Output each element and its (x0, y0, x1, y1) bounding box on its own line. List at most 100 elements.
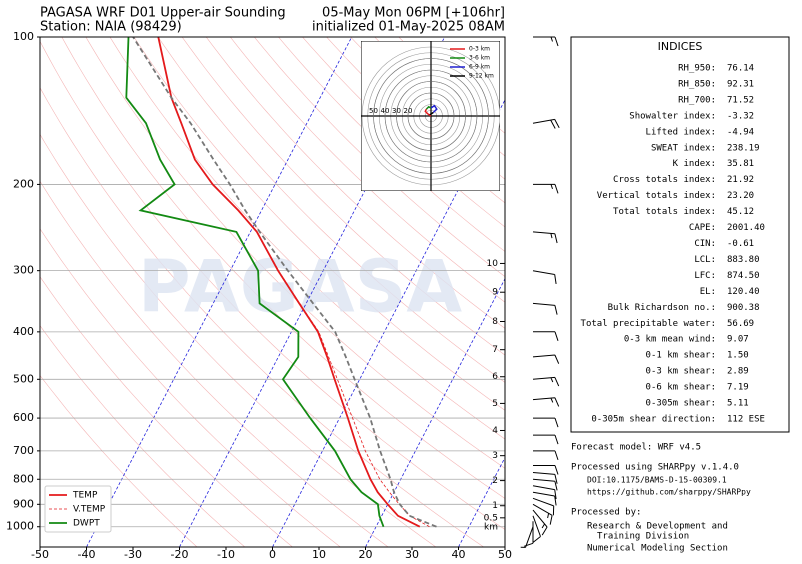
wind-barb (532, 231, 558, 244)
index-value: 1.50 (727, 351, 749, 361)
x-tick-label: 10 (312, 548, 326, 560)
x-tick-label: 0 (269, 548, 276, 560)
wind-barb (533, 450, 559, 461)
index-value: 9.07 (727, 335, 749, 345)
y-tick-label: 600 (13, 411, 34, 424)
dry-adiabat (133, 37, 505, 411)
wind-barb (532, 497, 555, 516)
dry-adiabat (40, 325, 245, 547)
dry-adiabat (205, 37, 505, 329)
wind-barb (532, 302, 558, 315)
hodograph-line (425, 105, 432, 110)
index-value: 45.12 (727, 207, 754, 217)
y-tick-label: 800 (13, 472, 34, 485)
index-value: 2.89 (727, 367, 749, 377)
index-label: EL: (700, 287, 716, 297)
hodograph-line (424, 108, 432, 117)
index-value: 2001.40 (727, 223, 765, 233)
height-label: 10 (487, 259, 499, 269)
index-value: 883.80 (727, 255, 760, 265)
wind-barb (533, 417, 559, 428)
dry-adiabat (40, 40, 505, 530)
isotherm (179, 37, 446, 547)
index-label: 0-1 km shear: (646, 351, 716, 361)
index-value: 23.20 (727, 191, 754, 201)
index-value: -3.32 (727, 111, 754, 121)
ring-label: 50 (369, 107, 378, 115)
dry-adiabat (40, 87, 484, 547)
index-label: Total precipitable water: (581, 319, 716, 329)
legend-label: 0-3 km (469, 46, 490, 53)
dry-adiabat (40, 276, 293, 547)
index-label: Bulk Richardson no.: (608, 303, 716, 313)
dry-adiabat (109, 37, 505, 440)
index-label: Showalter index: (629, 111, 716, 121)
profile-line (132, 37, 437, 528)
height-label: 8 (492, 317, 498, 327)
index-value: 21.92 (727, 175, 754, 185)
init-time: initialized 01-May-2025 08AM (312, 20, 505, 35)
height-label: 0.5 (484, 513, 498, 523)
index-label: CIN: (694, 239, 716, 249)
wind-barb (532, 478, 558, 491)
footer-text: Processed by: (571, 508, 641, 518)
index-value: 76.14 (727, 64, 754, 74)
index-label: RH_950: (678, 64, 716, 74)
dry-adiabat (181, 37, 505, 356)
height-label: 2 (492, 476, 498, 486)
index-label: SWEAT index: (651, 143, 716, 153)
wind-barb (532, 397, 560, 407)
range-ring (396, 81, 466, 151)
dry-adiabat (229, 37, 505, 303)
index-label: Total totals index: (613, 207, 716, 217)
footer-text: https://github.com/sharppy/SHARPpy (587, 488, 751, 497)
profile-line (157, 37, 430, 528)
y-tick-label: 700 (13, 444, 34, 457)
index-label: 0-305m shear: (646, 399, 716, 409)
index-value: 5.11 (727, 399, 749, 409)
footer-text: Numerical Modeling Section (587, 544, 728, 554)
ring-label: 40 (381, 107, 390, 115)
wind-barb (532, 118, 560, 129)
wind-barb (532, 472, 558, 484)
index-value: -4.94 (727, 127, 754, 137)
index-label: 0-305m shear direction: (591, 415, 716, 425)
wind-barb (523, 521, 534, 547)
wind-barb (532, 354, 560, 364)
y-tick-label: 1000 (6, 520, 34, 533)
y-tick-label: 100 (13, 30, 34, 43)
footer-text: Forecast model: WRF v4.5 (571, 443, 701, 453)
dry-adiabat (40, 133, 437, 547)
x-tick-label: -10 (217, 548, 235, 560)
isotherm (86, 37, 353, 547)
wind-barb (533, 465, 559, 475)
dry-adiabat (85, 37, 505, 469)
wind-barb (533, 331, 559, 341)
indices-box (570, 36, 790, 433)
x-tick-label: -50 (31, 548, 49, 560)
valid-time: 05-May Mon 06PM [+106hr] (322, 6, 505, 21)
footer-text: Research & Development and (587, 522, 728, 532)
index-label: Vertical totals index: (597, 191, 716, 201)
watermark: PAGASA (138, 245, 463, 329)
y-tick-label: 500 (13, 372, 34, 385)
y-tick-label: 400 (13, 325, 34, 338)
wind-barb (532, 485, 557, 500)
index-label: Lifted index: (646, 127, 716, 137)
wind-barb (532, 509, 548, 536)
x-tick-label: 30 (405, 548, 419, 560)
wind-barb (532, 491, 557, 506)
index-label: K index: (673, 159, 716, 169)
dry-adiabat (157, 37, 505, 383)
index-label: RH_700: (678, 95, 716, 105)
height-label: 5 (492, 399, 498, 409)
height-label: 6 (492, 372, 498, 382)
chart-subtitle: Station: NAIA (98429) (40, 20, 182, 35)
footer-text: Processed using SHARPpy v.1.4.0 (571, 463, 739, 473)
ring-label: 20 (404, 107, 413, 115)
dry-adiabat (278, 37, 505, 252)
legend-label: DWPT (73, 519, 100, 529)
ring-label: 30 (392, 107, 401, 115)
